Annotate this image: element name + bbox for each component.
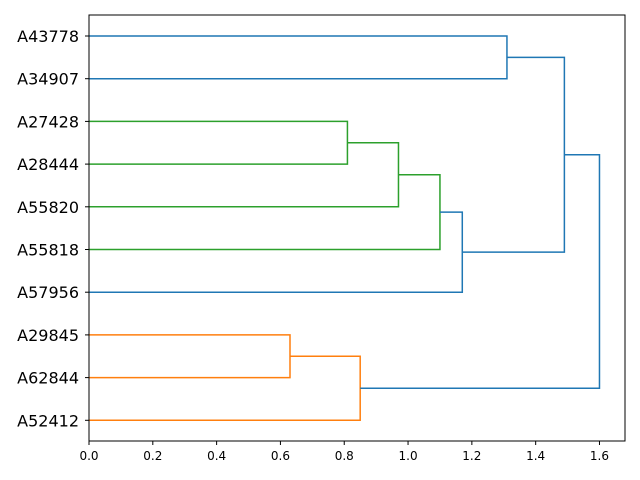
plot-frame xyxy=(88,14,626,442)
x-tick-label: 1.4 xyxy=(526,449,545,463)
leaf-label: A55818 xyxy=(17,241,79,260)
leaf-label: A62844 xyxy=(17,369,79,388)
x-tick-label: 1.2 xyxy=(462,449,481,463)
leaf-label: A43778 xyxy=(17,27,79,46)
dendrogram-link xyxy=(89,334,291,379)
leaf-label: A29845 xyxy=(17,326,79,345)
dendrogram-link xyxy=(360,154,601,390)
dendrogram-link xyxy=(89,174,441,251)
x-tick-label: 0.4 xyxy=(207,449,226,463)
leaf-labels: A43778 A34907 A27428 A28444 A55820 A55818 A579… xyxy=(17,27,89,430)
leaf-label: A55820 xyxy=(17,198,79,217)
x-axis: 0.0 0.2 0.4 0.6 0.8 1.0 1.2 1.4 1.6 xyxy=(79,441,609,463)
leaf-label: A27428 xyxy=(17,112,79,131)
dendrogram-link xyxy=(89,355,361,422)
x-tick-label: 0.6 xyxy=(271,449,290,463)
dendrogram-links xyxy=(89,35,601,422)
leaf-label: A57956 xyxy=(17,283,79,302)
dendrogram-link xyxy=(89,211,464,293)
x-tick-label: 0.8 xyxy=(335,449,354,463)
dendrogram-link xyxy=(462,56,566,253)
x-tick-label: 0.2 xyxy=(143,449,162,463)
x-tick-label: 1.6 xyxy=(590,449,609,463)
x-tick-label: 0.0 xyxy=(79,449,98,463)
leaf-label: A28444 xyxy=(17,155,79,174)
dendrogram-link xyxy=(89,142,400,208)
x-tick-label: 1.0 xyxy=(399,449,418,463)
dendrogram-link xyxy=(89,35,508,80)
dendrogram-link xyxy=(89,120,349,165)
leaf-label: A52412 xyxy=(17,411,79,430)
leaf-label: A34907 xyxy=(17,70,79,89)
